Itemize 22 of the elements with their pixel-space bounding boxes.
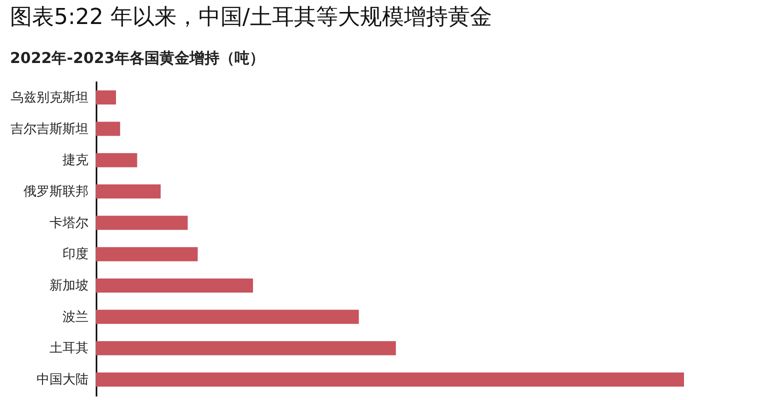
bar xyxy=(96,184,161,199)
chart-subtitle: 2022年-2023年各国黄金增持（吨） xyxy=(10,49,265,67)
y-tick-label: 印度 xyxy=(62,246,88,262)
y-tick-label: 波兰 xyxy=(62,310,88,325)
y-tick-label: 新加坡 xyxy=(50,278,88,294)
bar xyxy=(96,372,684,387)
y-tick-label: 捷克 xyxy=(62,153,88,168)
y-tick-label: 吉尔吉斯斯坦 xyxy=(10,122,88,137)
chart-title: 图表5:22 年以来，中国/土耳其等大规模增持黄金 xyxy=(10,5,492,30)
bar xyxy=(96,153,138,168)
bar xyxy=(96,247,198,262)
y-tick-label: 土耳其 xyxy=(50,341,88,356)
y-tick-label: 卡塔尔 xyxy=(50,216,88,231)
bar xyxy=(96,310,359,324)
y-tick-label: 乌兹别克斯坦 xyxy=(10,90,88,106)
bar xyxy=(96,278,253,293)
bar xyxy=(96,216,188,230)
y-tick-label: 中国大陆 xyxy=(36,372,88,388)
bar xyxy=(96,122,120,136)
y-tick-label: 俄罗斯联邦 xyxy=(24,184,88,200)
bar xyxy=(96,341,396,356)
bar xyxy=(96,90,116,105)
